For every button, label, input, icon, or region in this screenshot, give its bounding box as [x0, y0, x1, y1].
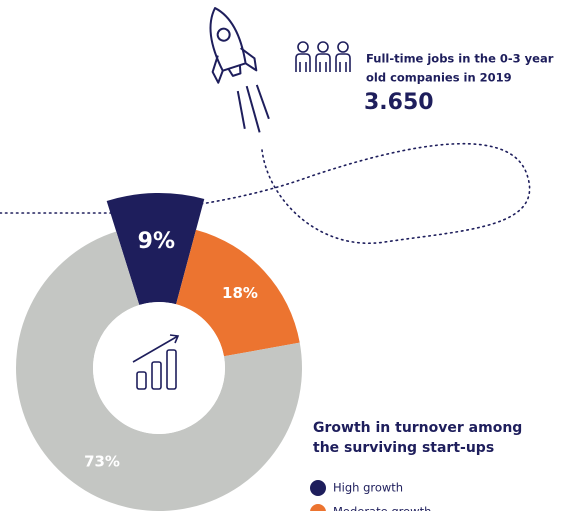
- value-label: 73%: [84, 453, 120, 471]
- chart-title: the surviving start-ups: [313, 440, 494, 456]
- chart-title: Growth in turnover among: [313, 420, 522, 436]
- stat-label: old companies in 2019: [366, 71, 512, 85]
- legend-label: Moderate growth: [333, 505, 431, 511]
- stat-label: Full-time jobs in the 0-3 year: [366, 52, 554, 66]
- value-label: 9%: [138, 229, 175, 254]
- growth-icon: [132, 334, 180, 390]
- donut-segment: [15, 231, 302, 511]
- donut-hole: [93, 302, 225, 434]
- legend: High growth Moderate growth: [310, 480, 431, 511]
- rocket-icon: [209, 7, 270, 133]
- value-label: 18%: [222, 284, 258, 302]
- donut-chart: 9% 18% 73%: [15, 193, 302, 511]
- people-icon: [295, 41, 351, 72]
- legend-swatch: [310, 504, 326, 511]
- stat-value: 3.650: [364, 90, 434, 115]
- legend-swatch: [310, 480, 326, 496]
- dotted-path: [194, 142, 531, 245]
- donut-segment: [176, 229, 300, 357]
- donut-segment: [106, 193, 205, 306]
- legend-label: High growth: [333, 481, 403, 495]
